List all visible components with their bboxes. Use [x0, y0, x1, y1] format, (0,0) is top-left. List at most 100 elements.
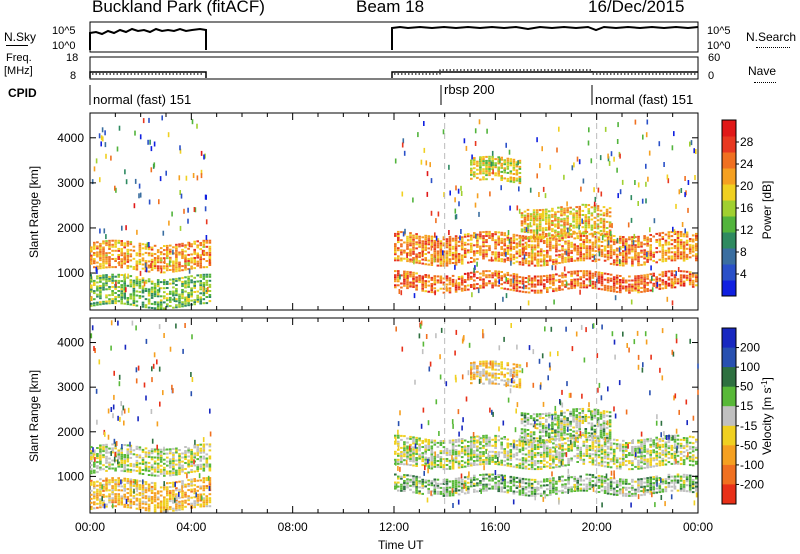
heatmap-cell — [123, 470, 126, 473]
heatmap-cell — [518, 236, 522, 239]
heatmap-cell — [564, 464, 567, 467]
heatmap-cell — [190, 454, 193, 457]
heatmap-cell — [594, 240, 598, 242]
heatmap-cell — [612, 280, 616, 283]
heatmap-cell — [436, 464, 440, 466]
heatmap-cell — [600, 255, 604, 258]
heatmap-cell — [117, 258, 120, 260]
heatmap-cell — [123, 456, 126, 458]
heatmap-cell — [409, 435, 412, 438]
cpid-mode-label: normal (fast) 151 — [93, 92, 191, 107]
heatmap-cell — [102, 503, 105, 506]
heatmap-cell — [442, 450, 446, 453]
heatmap-cell — [566, 217, 569, 220]
heatmap-cell — [579, 450, 582, 453]
heatmap-cell — [451, 255, 455, 258]
heatmap-cell — [575, 206, 578, 209]
heatmap-cell — [175, 501, 178, 504]
heatmap-cell — [523, 254, 526, 260]
heatmap-cell — [141, 496, 145, 499]
heatmap-cell — [196, 244, 199, 247]
heatmap-cell — [202, 489, 206, 492]
heatmap-cell — [172, 509, 175, 512]
heatmap-cell — [602, 206, 606, 209]
heatmap-cell — [125, 225, 127, 231]
heatmap-cell — [400, 282, 403, 285]
heatmap-cell — [451, 278, 455, 281]
heatmap-cell — [473, 250, 476, 253]
heatmap-cell — [111, 302, 114, 305]
heatmap-cell — [150, 496, 154, 498]
heatmap-cell — [476, 245, 479, 248]
heatmap-cell — [564, 275, 567, 278]
nsky-underline — [6, 45, 28, 46]
heatmap-cell — [555, 454, 558, 456]
heatmap-cell — [497, 461, 500, 464]
heatmap-cell — [584, 232, 588, 235]
heatmap-cell — [409, 450, 412, 452]
heatmap-cell — [184, 250, 187, 253]
heatmap-cell — [664, 285, 668, 287]
heatmap-cell — [600, 456, 604, 459]
heatmap-cell — [476, 237, 479, 240]
heatmap-cell — [494, 434, 497, 437]
heatmap-cell — [205, 292, 209, 294]
heatmap-cell — [536, 289, 540, 292]
heatmap-cell — [448, 248, 452, 251]
heatmap-cell — [143, 281, 146, 287]
heatmap-cell — [430, 451, 434, 454]
heatmap-cell — [615, 282, 619, 285]
heatmap-cell — [415, 459, 418, 461]
heatmap-cell — [526, 227, 530, 230]
heatmap-cell — [515, 244, 519, 247]
heatmap-cell — [609, 452, 613, 455]
heatmap-cell — [494, 443, 497, 445]
heatmap-cell — [527, 254, 531, 257]
heatmap-cell — [500, 158, 503, 161]
heatmap-cell — [643, 460, 646, 463]
heatmap-cell — [649, 453, 652, 456]
heatmap-cell — [616, 167, 618, 173]
heatmap-cell — [637, 256, 640, 259]
heatmap-cell — [546, 276, 549, 279]
heatmap-cell — [129, 462, 133, 465]
heatmap-cell — [403, 463, 406, 466]
heatmap-cell — [524, 461, 528, 464]
heatmap-cell — [172, 499, 175, 502]
heatmap-cell — [643, 446, 646, 449]
heatmap-cell — [488, 442, 491, 445]
heatmap-cell — [457, 438, 461, 441]
heatmap-cell — [148, 242, 150, 247]
heatmap-cell — [535, 213, 539, 216]
heatmap-cell — [664, 243, 668, 246]
heatmap-cell — [564, 236, 567, 239]
heatmap-cell — [497, 166, 500, 169]
heatmap-cell — [488, 163, 491, 166]
heatmap-cell — [565, 250, 568, 256]
heatmap-cell — [202, 449, 206, 452]
heatmap-cell — [543, 459, 546, 462]
heatmap-cell — [625, 260, 628, 263]
heatmap-cell — [403, 274, 406, 277]
heatmap-cell — [569, 225, 572, 227]
heatmap-cell — [473, 464, 476, 466]
heatmap-cell — [147, 290, 151, 293]
heatmap-cell — [637, 455, 640, 458]
heatmap-cell — [439, 252, 443, 255]
heatmap-cell — [634, 283, 637, 286]
heatmap-cell — [499, 158, 501, 164]
heatmap-cell — [582, 239, 586, 241]
heatmap-cell — [664, 272, 668, 275]
heatmap-cell — [150, 286, 154, 289]
heatmap-cell — [567, 271, 570, 274]
heatmap-cell — [123, 485, 126, 488]
heatmap-cell — [439, 464, 443, 467]
heatmap-cell — [199, 244, 202, 247]
heatmap-cell — [415, 280, 418, 283]
heatmap-cell — [436, 254, 440, 257]
heatmap-cell — [530, 279, 534, 282]
heatmap-cell — [612, 438, 616, 441]
heatmap-cell — [166, 498, 169, 501]
heatmap-cell — [479, 164, 482, 167]
heatmap-cell — [491, 460, 494, 463]
